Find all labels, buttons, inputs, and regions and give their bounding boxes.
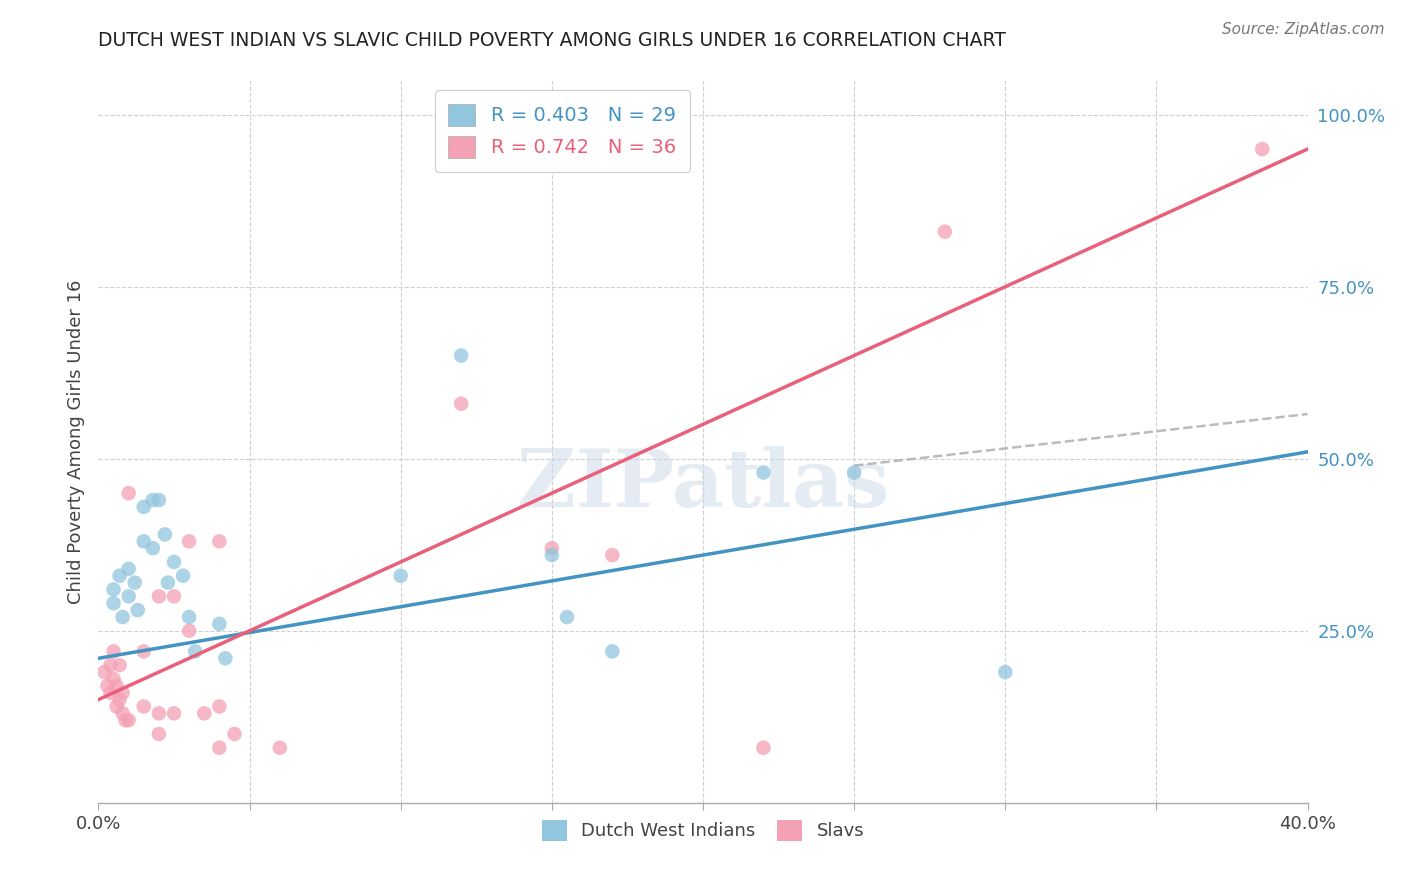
Point — [127, 603, 149, 617]
Point — [269, 740, 291, 755]
Point — [389, 568, 412, 582]
Point — [118, 486, 141, 500]
Point — [602, 644, 624, 658]
Point — [752, 466, 775, 480]
Point — [124, 575, 146, 590]
Point — [93, 665, 115, 679]
Point — [208, 534, 231, 549]
Point — [108, 692, 131, 706]
Text: Source: ZipAtlas.com: Source: ZipAtlas.com — [1222, 22, 1385, 37]
Point — [108, 568, 131, 582]
Point — [555, 610, 578, 624]
Point — [208, 616, 231, 631]
Point — [156, 575, 179, 590]
Point — [148, 727, 170, 741]
Text: ZIPatlas: ZIPatlas — [517, 446, 889, 524]
Point — [118, 562, 141, 576]
Point — [114, 713, 136, 727]
Point — [540, 548, 562, 562]
Point — [111, 686, 134, 700]
Point — [148, 706, 170, 721]
Point — [105, 679, 128, 693]
Point — [142, 493, 165, 508]
Legend: Dutch West Indians, Slavs: Dutch West Indians, Slavs — [534, 813, 872, 848]
Point — [148, 493, 170, 508]
Point — [1251, 142, 1274, 156]
Point — [450, 397, 472, 411]
Point — [132, 534, 155, 549]
Point — [179, 534, 201, 549]
Point — [224, 727, 246, 741]
Point — [184, 644, 207, 658]
Point — [450, 349, 472, 363]
Point — [142, 541, 165, 556]
Point — [132, 500, 155, 514]
Point — [208, 699, 231, 714]
Point — [994, 665, 1017, 679]
Point — [163, 555, 186, 569]
Point — [214, 651, 236, 665]
Point — [103, 644, 125, 658]
Point — [179, 624, 201, 638]
Point — [148, 590, 170, 604]
Point — [132, 699, 155, 714]
Point — [179, 610, 201, 624]
Point — [752, 740, 775, 755]
Point — [172, 568, 194, 582]
Point — [108, 658, 131, 673]
Point — [540, 541, 562, 556]
Point — [105, 699, 128, 714]
Text: DUTCH WEST INDIAN VS SLAVIC CHILD POVERTY AMONG GIRLS UNDER 16 CORRELATION CHART: DUTCH WEST INDIAN VS SLAVIC CHILD POVERT… — [98, 31, 1007, 50]
Point — [132, 644, 155, 658]
Point — [100, 686, 122, 700]
Point — [934, 225, 956, 239]
Point — [844, 466, 866, 480]
Point — [118, 713, 141, 727]
Point — [153, 527, 176, 541]
Point — [103, 596, 125, 610]
Point — [100, 658, 122, 673]
Point — [208, 740, 231, 755]
Point — [103, 582, 125, 597]
Point — [193, 706, 215, 721]
Point — [111, 610, 134, 624]
Point — [96, 679, 118, 693]
Y-axis label: Child Poverty Among Girls Under 16: Child Poverty Among Girls Under 16 — [66, 279, 84, 604]
Point — [111, 706, 134, 721]
Point — [118, 590, 141, 604]
Point — [163, 590, 186, 604]
Point — [163, 706, 186, 721]
Point — [602, 548, 624, 562]
Point — [103, 672, 125, 686]
